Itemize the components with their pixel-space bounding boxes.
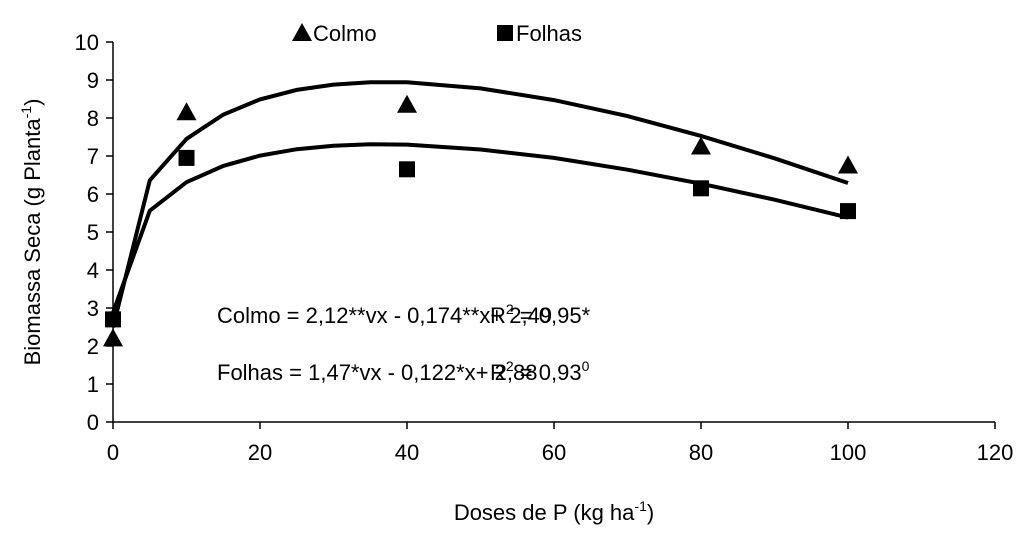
x-axis-label: Doses de P (kg ha-1): [454, 498, 654, 525]
x-tick-label: 60: [542, 440, 566, 465]
legend-label: Folhas: [516, 21, 582, 46]
y-tick-label: 2: [87, 334, 99, 359]
x-axis-label-part: ): [647, 500, 654, 525]
y-tick-label: 1: [87, 372, 99, 397]
x-tick-label: 120: [977, 440, 1014, 465]
legend-label: Colmo: [313, 21, 377, 46]
y-tick-label: 8: [87, 106, 99, 131]
r-squared-part: = 0,95*: [514, 303, 591, 328]
y-tick-label: 10: [75, 30, 99, 55]
r-squared: R2 = 0,930: [490, 358, 590, 385]
y-tick-label: 6: [87, 182, 99, 207]
legend-marker: [292, 23, 312, 41]
y-tick-label: 0: [87, 410, 99, 435]
r-squared-part: 2: [506, 301, 514, 317]
r-squared-part: = 0,93: [514, 360, 582, 385]
x-tick-label: 40: [395, 440, 419, 465]
point: [178, 149, 195, 166]
y-tick-label: 7: [87, 144, 99, 169]
point: [103, 328, 123, 347]
y-axis-label: Biomassa Seca (g Planta-1): [18, 99, 45, 366]
y-tick-label: 9: [87, 68, 99, 93]
point: [838, 155, 858, 174]
r-squared-part: R: [490, 360, 506, 385]
x-tick-label: 80: [689, 440, 713, 465]
x-axis-label-part: -1: [634, 498, 647, 514]
fit-line: [111, 142, 849, 314]
y-axis-label-part: Biomassa Seca (g Planta: [20, 118, 45, 366]
r-squared: R2 = 0,95*: [490, 301, 591, 328]
r-squared-part: 0: [582, 358, 590, 374]
point: [105, 311, 121, 328]
x-axis-label-part: Doses de P (kg ha: [454, 500, 635, 525]
y-axis-label-part: ): [20, 99, 45, 106]
point: [840, 203, 856, 220]
x-tick-label: 20: [248, 440, 272, 465]
point: [399, 161, 415, 178]
x-tick-label: 100: [830, 440, 867, 465]
y-tick-label: 3: [87, 296, 99, 321]
equation: Folhas = 1,47*vx - 0,122*x+ 2,88: [217, 360, 537, 385]
r-squared-part: 2: [506, 358, 514, 374]
point: [397, 94, 417, 113]
x-tick-label: 0: [107, 440, 119, 465]
y-axis-label-part: -1: [18, 106, 34, 119]
legend-marker: [497, 25, 513, 41]
y-tick-label: 4: [87, 258, 99, 283]
point: [693, 180, 709, 197]
point: [176, 102, 197, 121]
y-tick-label: 5: [87, 220, 99, 245]
r-squared-part: R: [490, 303, 506, 328]
fit-line: [111, 80, 849, 328]
point: [691, 136, 711, 155]
equation: Colmo = 2,12**vx - 0,174**x+ 2,49: [217, 303, 552, 328]
